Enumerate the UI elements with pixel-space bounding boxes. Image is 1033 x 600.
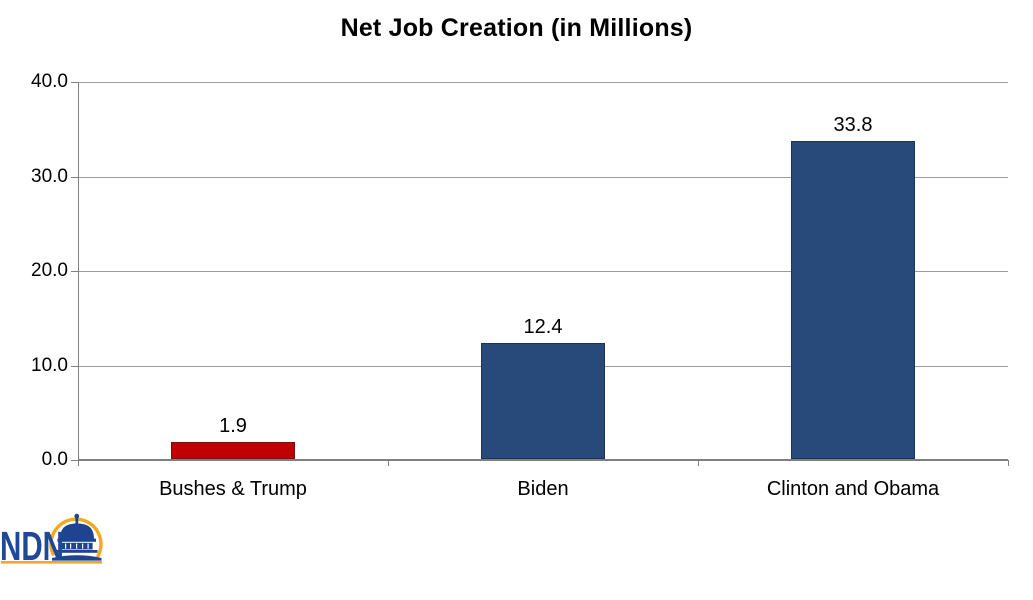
x-axis-tick <box>698 460 699 466</box>
y-axis-tick-label: 40.0 <box>31 71 68 92</box>
logo-underline <box>1 561 102 564</box>
ndn-logo: NDN <box>0 513 103 569</box>
gridline <box>78 82 1008 83</box>
x-axis-category-label: Bushes & Trump <box>159 478 307 500</box>
bar-biden <box>481 343 605 459</box>
x-axis-tick <box>388 460 389 466</box>
bar-clinton-and-obama <box>791 141 915 459</box>
bar-value-label: 12.4 <box>523 316 563 338</box>
y-axis-tick-label: 0.0 <box>41 449 68 470</box>
y-axis-tick <box>71 366 78 367</box>
y-axis-tick <box>71 271 78 272</box>
y-axis-tick <box>71 82 78 83</box>
y-axis-line <box>78 82 79 466</box>
chart-title: Net Job Creation (in Millions) <box>340 14 693 42</box>
y-axis-tick <box>71 177 78 178</box>
gridline <box>78 271 1008 272</box>
x-axis-tick <box>78 460 79 466</box>
y-axis-tick-label: 20.0 <box>31 260 68 281</box>
ndn-logo-text: NDN <box>0 523 64 569</box>
bar-bushes-trump <box>171 442 295 459</box>
gridline <box>78 177 1008 178</box>
capitol-dome-icon <box>52 513 102 561</box>
y-axis-tick <box>71 460 78 461</box>
x-axis-tick <box>1008 460 1009 466</box>
bar-value-label: 1.9 <box>219 415 247 437</box>
x-axis-category-label: Biden <box>517 478 569 500</box>
bar-value-label: 33.8 <box>833 114 873 136</box>
x-axis-line <box>78 459 1008 461</box>
y-axis-tick-label: 30.0 <box>31 166 68 187</box>
x-axis-category-label: Clinton and Obama <box>766 478 940 500</box>
y-axis-tick-label: 10.0 <box>31 355 68 376</box>
